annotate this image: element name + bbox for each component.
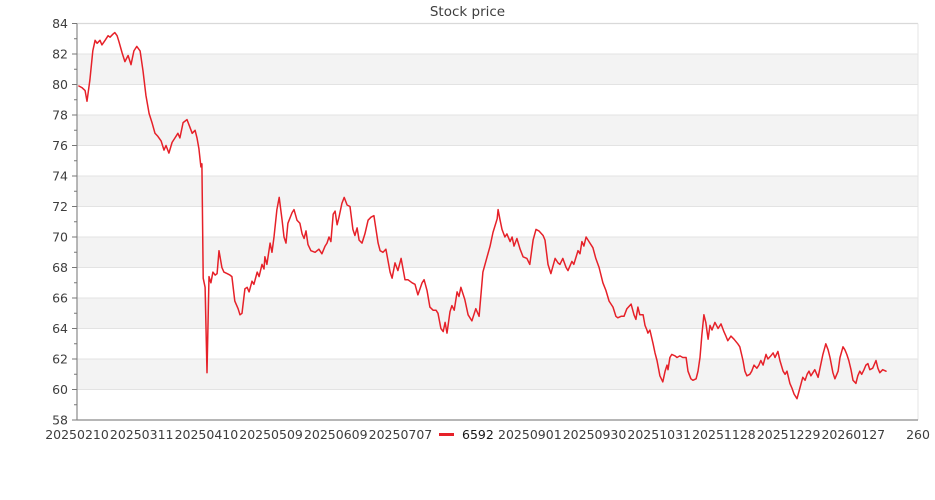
y-tick-label: 74 — [52, 169, 68, 184]
y-tick-label: 76 — [52, 138, 68, 153]
grid-band — [77, 298, 918, 329]
y-tick-label: 66 — [52, 291, 68, 306]
x-tick-label: 20250210 — [45, 427, 109, 442]
grid-band — [77, 54, 918, 85]
x-tick-label: 20250609 — [304, 427, 368, 442]
price-line — [78, 31, 887, 400]
x-tick-label: 260 — [906, 427, 930, 442]
grid-band — [77, 115, 918, 146]
y-tick-label: 60 — [52, 382, 68, 397]
legend-line-marker — [439, 433, 454, 436]
x-tick-label: 20250901 — [498, 427, 562, 442]
x-tick-label: 20250930 — [563, 427, 627, 442]
grid-band — [77, 359, 918, 390]
x-tick-label: 20260127 — [821, 427, 885, 442]
x-tick-label: 20250410 — [175, 427, 239, 442]
x-tick-label: 20250509 — [239, 427, 303, 442]
y-tick-label: 80 — [52, 77, 68, 92]
legend: 6592 — [439, 427, 494, 442]
y-tick-label: 78 — [52, 108, 68, 123]
grid-band — [77, 176, 918, 207]
y-tick-label: 84 — [52, 16, 68, 31]
y-tick-label: 72 — [52, 199, 68, 214]
y-tick-label: 64 — [52, 321, 68, 336]
y-tick-label: 62 — [52, 352, 68, 367]
y-tick-label: 68 — [52, 260, 68, 275]
x-tick-label: 20251031 — [627, 427, 691, 442]
y-tick-label: 82 — [52, 47, 68, 62]
x-tick-label: 20251229 — [757, 427, 821, 442]
x-tick-label: 20251128 — [692, 427, 756, 442]
grid-band — [77, 237, 918, 268]
legend-series-label: 6592 — [462, 427, 494, 442]
x-tick-label: 20250707 — [369, 427, 433, 442]
chart-title: Stock price — [429, 4, 506, 20]
x-tick-label: 20250311 — [110, 427, 174, 442]
y-tick-label: 58 — [52, 413, 68, 428]
y-tick-label: 70 — [52, 230, 68, 245]
